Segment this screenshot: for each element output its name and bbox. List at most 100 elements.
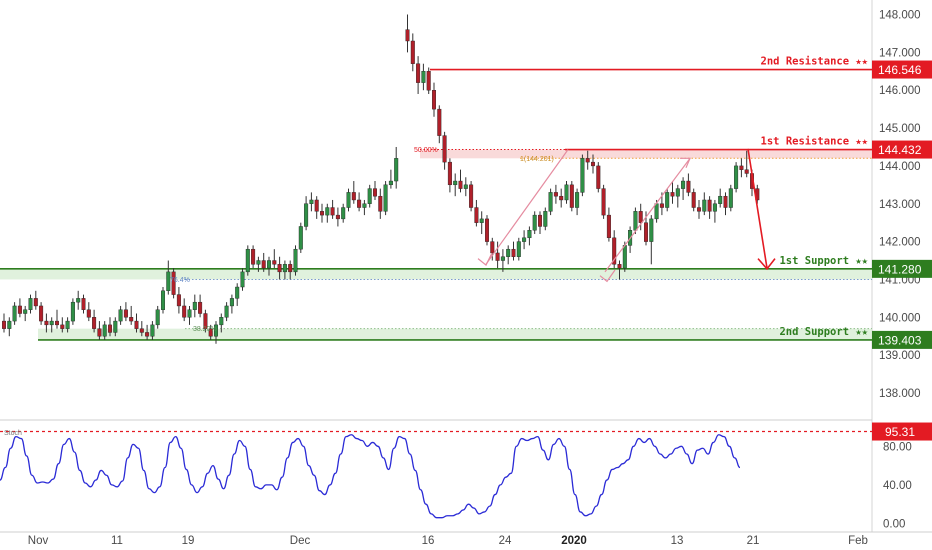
candle-body bbox=[277, 264, 282, 273]
candle-body bbox=[559, 195, 564, 201]
pattern-arrow-2 bbox=[599, 269, 616, 283]
candle-body bbox=[691, 192, 696, 208]
candle-body bbox=[596, 165, 601, 189]
candle-body bbox=[469, 184, 474, 208]
candle-body bbox=[410, 40, 415, 64]
candle-body bbox=[12, 305, 17, 322]
fib-label-4: 38.20% bbox=[193, 326, 217, 333]
level-label-1: 2nd Resistance ★★ bbox=[761, 56, 869, 68]
candle-body bbox=[670, 192, 675, 197]
candle-body bbox=[351, 192, 356, 201]
candle-body bbox=[70, 301, 75, 322]
level-label-4: 2nd Support ★★ bbox=[779, 326, 868, 338]
price-tick-label: 142.000 bbox=[879, 237, 921, 249]
candle-body bbox=[44, 320, 49, 326]
candle-body bbox=[107, 324, 112, 333]
price-tick-label: 144.000 bbox=[879, 161, 921, 173]
candle-body bbox=[118, 309, 123, 322]
level-label-2: 1st Resistance ★★ bbox=[761, 136, 869, 148]
candle-body bbox=[55, 320, 60, 326]
candle-body bbox=[155, 309, 160, 326]
time-tick-label: Nov bbox=[28, 535, 49, 547]
candle-body bbox=[383, 184, 388, 212]
stoch-title: Stoch bbox=[4, 430, 22, 437]
candle-body bbox=[426, 71, 431, 91]
price-tick-label: 140.000 bbox=[879, 312, 921, 324]
candle-body bbox=[532, 214, 537, 231]
price-tick-label: 138.000 bbox=[879, 388, 921, 400]
price-tick-label: 146.000 bbox=[879, 85, 921, 97]
stoch-line bbox=[0, 434, 741, 519]
price-tick-label: 148.000 bbox=[879, 10, 921, 22]
stoch-threshold-tag bbox=[872, 422, 932, 441]
candle-body bbox=[272, 260, 277, 265]
level-lines: 2nd Resistance ★★ 1st Resistance ★★ 1st Su… bbox=[0, 56, 872, 341]
time-tick-label: 21 bbox=[747, 535, 760, 547]
candle-body bbox=[591, 161, 596, 167]
time-tick-label: 13 bbox=[671, 535, 684, 547]
candle-body bbox=[357, 199, 362, 208]
support-zone-1 bbox=[0, 268, 872, 280]
time-tick-label: 11 bbox=[111, 535, 123, 547]
candle-body bbox=[182, 305, 187, 318]
candle-body bbox=[192, 301, 197, 310]
candle-body bbox=[224, 305, 229, 318]
pattern-arrowhead bbox=[680, 157, 691, 169]
candle-body bbox=[569, 184, 574, 208]
candle-body bbox=[298, 226, 303, 250]
price-tag-text-3: 141.280 bbox=[878, 262, 922, 276]
time-tick-label: 24 bbox=[499, 535, 512, 547]
candle-body bbox=[288, 264, 293, 273]
stoch-tick-label: 40.00 bbox=[883, 480, 912, 492]
price-tag-text-4: 139.403 bbox=[878, 333, 922, 347]
candle-body bbox=[330, 207, 335, 216]
candle-body bbox=[76, 298, 81, 303]
candle-body bbox=[245, 248, 250, 273]
time-axis: Nov 11 19 Dec 16 24 2020 13 21 Feb bbox=[28, 535, 868, 547]
candle-body bbox=[665, 192, 670, 208]
resistance-zone-1 bbox=[420, 149, 872, 159]
candle-body bbox=[198, 301, 203, 314]
candle-body bbox=[500, 256, 505, 261]
annotations: 50.00% 1(144.201) 76.4% 38.20% bbox=[170, 147, 776, 333]
price-axis: 148.000 147.000 146.000 145.000 144.000 143.0… bbox=[879, 10, 921, 401]
candle-body bbox=[585, 158, 590, 163]
candle-body bbox=[314, 199, 319, 212]
candle-body bbox=[622, 245, 627, 269]
candle-body bbox=[65, 320, 70, 329]
candle-body bbox=[405, 29, 410, 42]
candle-body bbox=[638, 211, 643, 223]
candle-body bbox=[251, 248, 256, 265]
candle-body bbox=[654, 203, 659, 220]
candle-body bbox=[261, 260, 266, 269]
candle-body bbox=[739, 165, 744, 170]
candle-body bbox=[145, 332, 150, 337]
candle-body bbox=[134, 320, 139, 329]
candle-body bbox=[320, 211, 325, 216]
candle-body bbox=[506, 248, 511, 257]
candle-body bbox=[606, 214, 611, 239]
candle-body bbox=[490, 241, 495, 254]
candle-body bbox=[697, 207, 702, 212]
candle-body bbox=[17, 305, 22, 314]
candle-body bbox=[362, 203, 367, 208]
candle-body bbox=[633, 211, 638, 231]
candle-body bbox=[432, 89, 437, 110]
projection-arrowhead bbox=[757, 258, 776, 271]
price-tick-label: 143.000 bbox=[879, 199, 921, 211]
fib-label-1: 50.00% bbox=[414, 147, 438, 154]
candle-body bbox=[282, 264, 287, 273]
candle-body bbox=[92, 317, 97, 329]
candle-body bbox=[686, 180, 691, 193]
candle-body bbox=[123, 309, 128, 318]
candle-body bbox=[601, 188, 606, 216]
candle-body bbox=[744, 169, 749, 174]
time-tick-label: 2020 bbox=[561, 535, 587, 547]
candle-body bbox=[612, 237, 617, 265]
candle-body bbox=[7, 320, 12, 329]
candle-body bbox=[416, 63, 421, 83]
stochastic-panel: Stoch 80.00 40.00 0.00 95.31 bbox=[0, 422, 932, 531]
candle-body bbox=[203, 313, 208, 329]
candle-body bbox=[335, 214, 340, 220]
candle-body bbox=[437, 108, 442, 136]
